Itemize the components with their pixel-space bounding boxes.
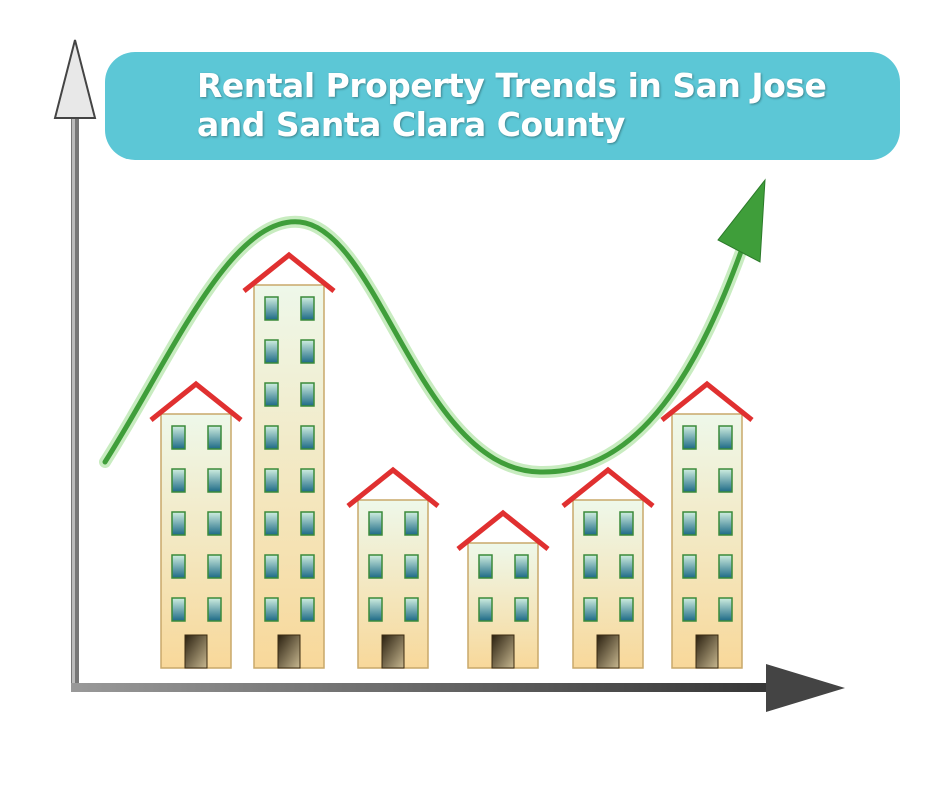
door bbox=[596, 634, 620, 669]
window bbox=[682, 597, 697, 622]
window bbox=[718, 468, 733, 493]
window bbox=[300, 382, 315, 407]
window bbox=[718, 425, 733, 450]
window bbox=[514, 554, 529, 579]
window bbox=[207, 468, 222, 493]
trend-line bbox=[99, 178, 766, 479]
window bbox=[300, 296, 315, 321]
door bbox=[277, 634, 301, 669]
roof bbox=[456, 509, 550, 551]
window bbox=[619, 554, 634, 579]
window bbox=[368, 511, 383, 536]
roof bbox=[561, 466, 655, 508]
building bbox=[242, 251, 336, 669]
title-line-1: Rental Property Trends in San Jose bbox=[197, 66, 827, 105]
y-axis-arrow-icon bbox=[53, 39, 97, 119]
window bbox=[583, 511, 598, 536]
window bbox=[300, 511, 315, 536]
roof bbox=[149, 380, 243, 422]
building bbox=[346, 466, 440, 669]
window bbox=[514, 597, 529, 622]
window bbox=[404, 554, 419, 579]
window bbox=[718, 597, 733, 622]
window bbox=[404, 511, 419, 536]
window bbox=[207, 425, 222, 450]
window bbox=[264, 468, 279, 493]
window bbox=[682, 425, 697, 450]
window bbox=[264, 425, 279, 450]
window bbox=[264, 339, 279, 364]
window bbox=[171, 511, 186, 536]
window bbox=[264, 597, 279, 622]
window bbox=[619, 511, 634, 536]
window bbox=[207, 554, 222, 579]
buildings bbox=[149, 251, 754, 669]
roof bbox=[242, 251, 336, 293]
building-body bbox=[671, 413, 743, 669]
window bbox=[171, 425, 186, 450]
window bbox=[300, 425, 315, 450]
roof bbox=[346, 466, 440, 508]
x-axis-arrow-icon bbox=[766, 664, 845, 712]
door bbox=[695, 634, 719, 669]
window bbox=[478, 597, 493, 622]
building bbox=[561, 466, 655, 669]
window bbox=[718, 554, 733, 579]
window bbox=[300, 468, 315, 493]
window bbox=[682, 554, 697, 579]
y-axis bbox=[53, 39, 97, 690]
window bbox=[368, 554, 383, 579]
window bbox=[619, 597, 634, 622]
window bbox=[718, 511, 733, 536]
trend-arrowhead-icon bbox=[717, 178, 766, 263]
door bbox=[491, 634, 515, 669]
page-title: Rental Property Trends in San Jose and S… bbox=[197, 66, 827, 144]
window bbox=[682, 468, 697, 493]
window bbox=[264, 382, 279, 407]
title-banner: Rental Property Trends in San Jose and S… bbox=[105, 52, 900, 160]
title-line-2: and Santa Clara County bbox=[197, 105, 625, 144]
window bbox=[171, 468, 186, 493]
x-axis bbox=[71, 664, 845, 712]
window bbox=[264, 554, 279, 579]
window bbox=[368, 597, 383, 622]
window bbox=[171, 554, 186, 579]
building bbox=[149, 380, 243, 669]
window bbox=[583, 597, 598, 622]
roof bbox=[660, 380, 754, 422]
building-body bbox=[160, 413, 232, 669]
window bbox=[264, 296, 279, 321]
building bbox=[660, 380, 754, 669]
door bbox=[184, 634, 208, 669]
window bbox=[264, 511, 279, 536]
window bbox=[300, 339, 315, 364]
window bbox=[207, 511, 222, 536]
window bbox=[207, 597, 222, 622]
window bbox=[300, 597, 315, 622]
window bbox=[583, 554, 598, 579]
door bbox=[381, 634, 405, 669]
building bbox=[456, 509, 550, 669]
window bbox=[478, 554, 493, 579]
window bbox=[682, 511, 697, 536]
window bbox=[404, 597, 419, 622]
window bbox=[300, 554, 315, 579]
window bbox=[171, 597, 186, 622]
